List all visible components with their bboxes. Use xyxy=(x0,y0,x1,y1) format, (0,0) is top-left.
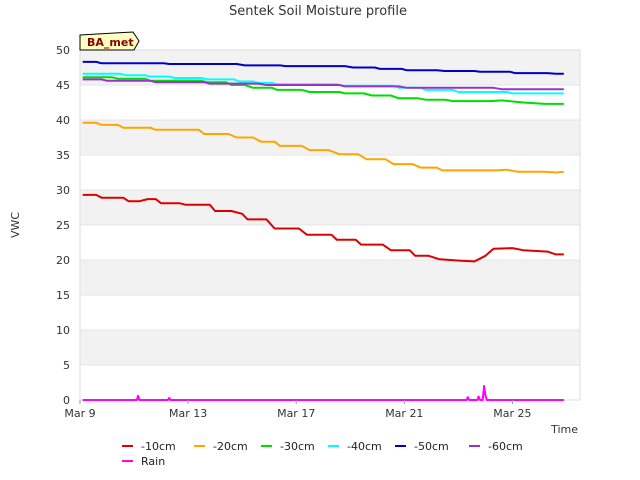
y-tick-labels: 0 5 10 15 20 25 30 35 40 45 50 xyxy=(56,44,70,407)
series-line-40cm xyxy=(82,72,564,95)
y-tick-label: 50 xyxy=(56,44,70,57)
y-axis-label: VWC xyxy=(9,212,22,238)
series-line-20cm xyxy=(82,121,564,174)
y-tick-label: 45 xyxy=(56,79,70,92)
series-line-10cm xyxy=(82,193,564,263)
plot-band xyxy=(80,330,580,365)
y-tick-label: 40 xyxy=(56,114,70,127)
y-tick-label: 10 xyxy=(56,324,70,337)
x-tick-label: Mar 9 xyxy=(64,407,95,420)
legend-label: -50cm xyxy=(414,440,449,453)
legend-label: -60cm xyxy=(488,440,523,453)
legend-label: Rain xyxy=(141,455,165,468)
series-lines xyxy=(82,60,564,401)
chart-title: Sentek Soil Moisture profile xyxy=(229,4,407,19)
x-tick-label: Mar 13 xyxy=(169,407,207,420)
x-axis-label: Time xyxy=(550,423,578,436)
series-line-30cm xyxy=(82,76,564,105)
y-tick-label: 0 xyxy=(63,394,70,407)
y-tick-label: 35 xyxy=(56,149,70,162)
x-tick-label: Mar 17 xyxy=(277,407,315,420)
y-tick-label: 20 xyxy=(56,254,70,267)
y-tick-label: 25 xyxy=(56,219,70,232)
plot-background-bands xyxy=(80,50,580,365)
legend-label: -30cm xyxy=(280,440,315,453)
plot-band xyxy=(80,50,580,85)
y-tick-label: 5 xyxy=(63,359,70,372)
series-line-60cm xyxy=(82,78,564,91)
x-tick-labels: Mar 9 Mar 13 Mar 17 Mar 21 Mar 25 xyxy=(64,400,532,420)
series-line-rain xyxy=(82,385,564,401)
x-tick-label: Mar 21 xyxy=(385,407,423,420)
y-tick-label: 30 xyxy=(56,184,70,197)
plot-band xyxy=(80,120,580,155)
station-badge: BA_met xyxy=(79,31,140,51)
legend-label: -20cm xyxy=(213,440,248,453)
plot-band xyxy=(80,260,580,295)
plot-band xyxy=(80,190,580,225)
station-badge-text: BA_met xyxy=(87,36,134,49)
legend: -10cm -20cm -30cm -40cm -50cm -60cm Rain xyxy=(122,440,523,468)
legend-label: -40cm xyxy=(347,440,382,453)
series-line-50cm xyxy=(82,60,564,75)
y-tick-label: 15 xyxy=(56,289,70,302)
legend-label: -10cm xyxy=(141,440,176,453)
x-tick-label: Mar 25 xyxy=(493,407,531,420)
